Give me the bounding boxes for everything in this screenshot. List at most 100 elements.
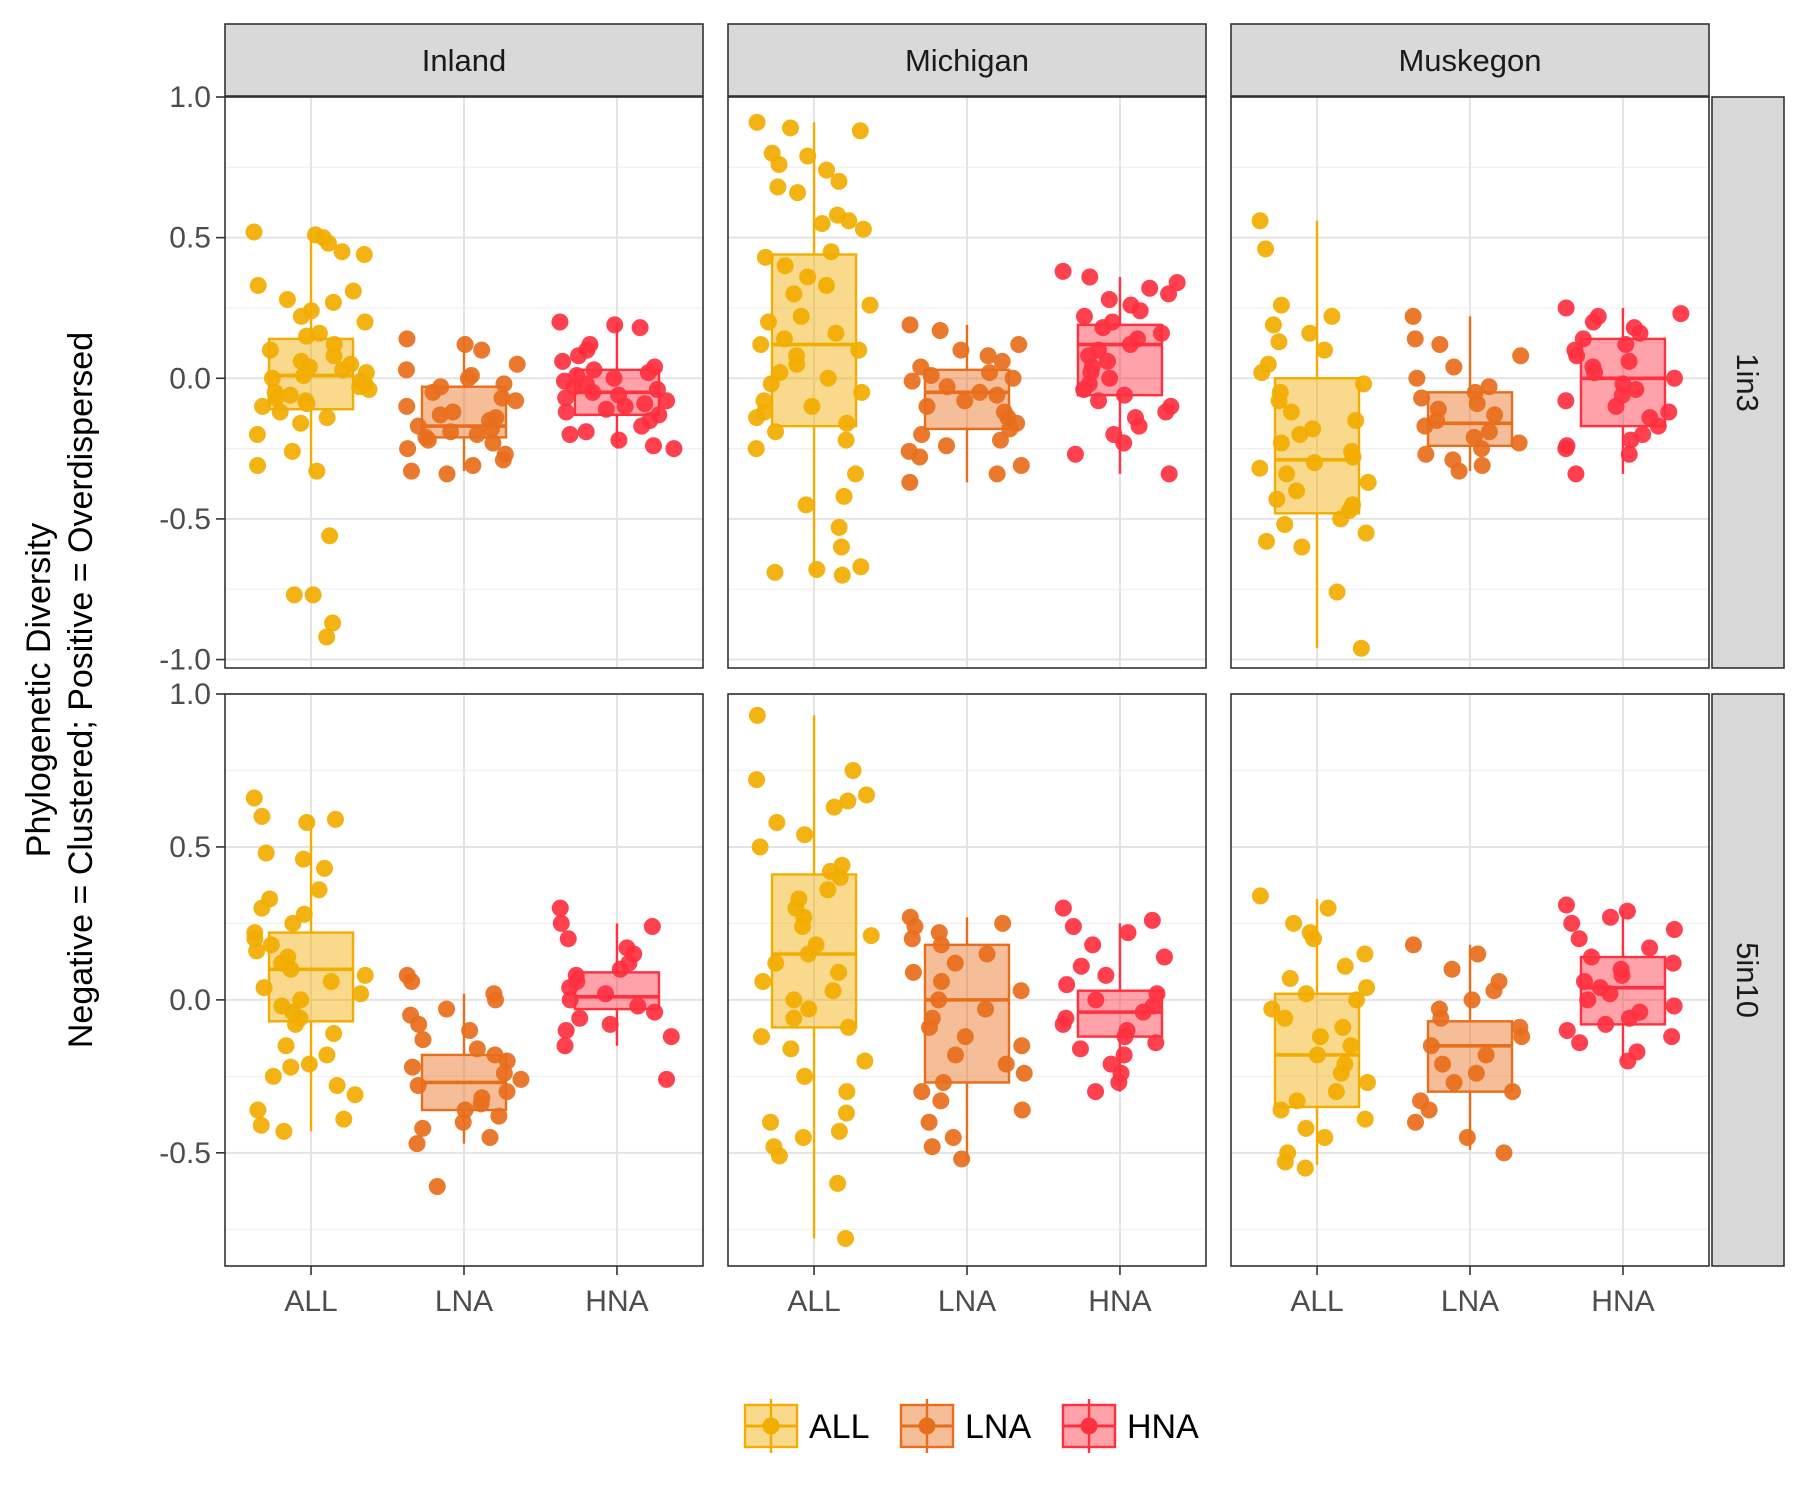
data-point — [1485, 982, 1503, 1000]
data-point — [253, 899, 271, 917]
data-point — [643, 917, 661, 935]
data-point — [947, 1046, 965, 1064]
data-point — [835, 487, 853, 505]
data-point — [606, 316, 624, 334]
data-point — [1301, 324, 1319, 342]
y-tick-label: 1.0 — [169, 678, 211, 711]
data-point — [1319, 899, 1337, 917]
data-point — [498, 1083, 516, 1101]
series-lna — [901, 908, 1033, 1168]
data-point — [557, 389, 575, 407]
data-point — [1152, 324, 1170, 342]
data-point — [853, 383, 871, 401]
data-point — [1342, 1037, 1360, 1055]
data-point — [1443, 960, 1461, 978]
data-point — [1160, 465, 1178, 483]
data-point — [1305, 930, 1323, 948]
data-point — [267, 389, 285, 407]
data-point — [1408, 369, 1426, 387]
data-point — [438, 465, 456, 483]
data-point — [991, 431, 1009, 449]
data-point — [414, 1119, 432, 1137]
data-point — [1558, 1021, 1576, 1039]
data-point — [318, 628, 336, 646]
series-all — [1251, 887, 1376, 1177]
series-all — [747, 113, 879, 584]
data-point — [402, 462, 420, 480]
data-point — [1054, 262, 1072, 280]
data-point — [1332, 1064, 1350, 1082]
data-point — [822, 243, 840, 261]
data-point — [1420, 1101, 1438, 1119]
data-point — [344, 282, 362, 300]
data-point — [789, 184, 807, 202]
data-point — [1099, 352, 1117, 370]
data-point — [1332, 510, 1350, 528]
data-point — [1276, 1009, 1294, 1027]
data-point — [1306, 454, 1324, 472]
data-point — [792, 307, 810, 325]
legend-key-point — [918, 1417, 936, 1435]
x-tick-label-all: ALL — [1290, 1285, 1343, 1318]
legend-label-lna: LNA — [965, 1408, 1031, 1446]
data-point — [1130, 417, 1148, 435]
data-point — [931, 321, 949, 339]
data-point — [1323, 307, 1341, 325]
data-point — [1263, 1000, 1281, 1018]
data-point — [1469, 945, 1487, 963]
data-point — [298, 395, 316, 413]
data-point — [775, 330, 793, 348]
data-point — [1054, 899, 1072, 917]
data-point — [283, 442, 301, 460]
data-point — [495, 375, 513, 393]
data-point — [1641, 939, 1659, 957]
data-point — [419, 431, 437, 449]
data-point — [597, 985, 615, 1003]
data-point — [997, 1055, 1015, 1073]
data-point — [459, 369, 477, 387]
data-point — [318, 1046, 336, 1064]
data-point — [444, 403, 462, 421]
data-point — [794, 917, 812, 935]
data-point — [813, 215, 831, 233]
data-point — [245, 789, 263, 807]
data-point — [766, 563, 784, 581]
data-point — [352, 985, 370, 1003]
data-point — [979, 347, 997, 365]
data-point — [292, 414, 310, 432]
data-point — [1155, 948, 1173, 966]
panel-1in3-muskegon — [1230, 96, 1710, 669]
data-point — [1282, 403, 1300, 421]
data-point — [438, 1000, 456, 1018]
data-point — [861, 296, 879, 314]
data-point — [1557, 896, 1575, 914]
data-point — [464, 456, 482, 474]
data-point — [767, 954, 785, 972]
series-lna — [397, 330, 526, 483]
data-point — [318, 409, 336, 427]
data-point — [1075, 381, 1093, 399]
data-point — [1336, 957, 1354, 975]
data-point — [1473, 456, 1491, 474]
data-point — [1601, 985, 1619, 1003]
y-axis-title-line-2: Negative = Clustered; Positive = Overdis… — [62, 332, 100, 1048]
data-point — [1066, 445, 1084, 463]
data-point — [1160, 285, 1178, 303]
data-point — [901, 316, 919, 334]
data-point — [932, 936, 950, 954]
facet-strips: Inland Michigan Muskegon 1in3 5in10 — [224, 23, 1785, 1267]
data-point — [1570, 930, 1588, 948]
data-point — [933, 973, 951, 991]
data-point — [1272, 434, 1290, 452]
data-point — [839, 1018, 857, 1036]
data-point — [275, 1122, 293, 1140]
data-point — [254, 397, 272, 415]
data-point — [1513, 1028, 1531, 1046]
data-point — [1251, 459, 1269, 477]
data-point — [1347, 411, 1365, 429]
data-point — [494, 451, 512, 469]
data-point — [295, 905, 313, 923]
data-point — [856, 1052, 874, 1070]
y-tick-label: 0.0 — [169, 362, 211, 395]
